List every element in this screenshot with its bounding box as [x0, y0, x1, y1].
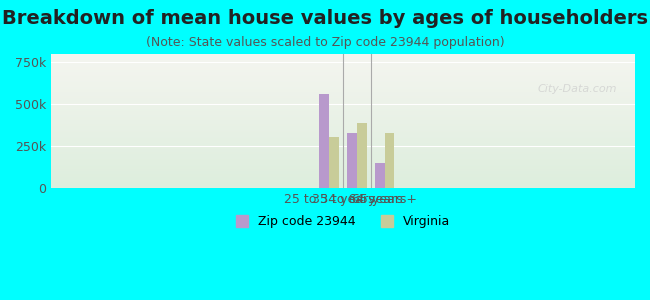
Bar	[357, 123, 367, 188]
Bar	[329, 137, 339, 188]
Bar	[347, 133, 357, 188]
Bar	[319, 94, 329, 188]
Bar	[375, 163, 385, 188]
Text: (Note: State values scaled to Zip code 23944 population): (Note: State values scaled to Zip code 2…	[146, 36, 504, 49]
Legend: Zip code 23944, Virginia: Zip code 23944, Virginia	[231, 210, 456, 233]
Text: Breakdown of mean house values by ages of householders: Breakdown of mean house values by ages o…	[2, 9, 648, 28]
Bar	[385, 133, 395, 188]
Text: City-Data.com: City-Data.com	[538, 84, 617, 94]
